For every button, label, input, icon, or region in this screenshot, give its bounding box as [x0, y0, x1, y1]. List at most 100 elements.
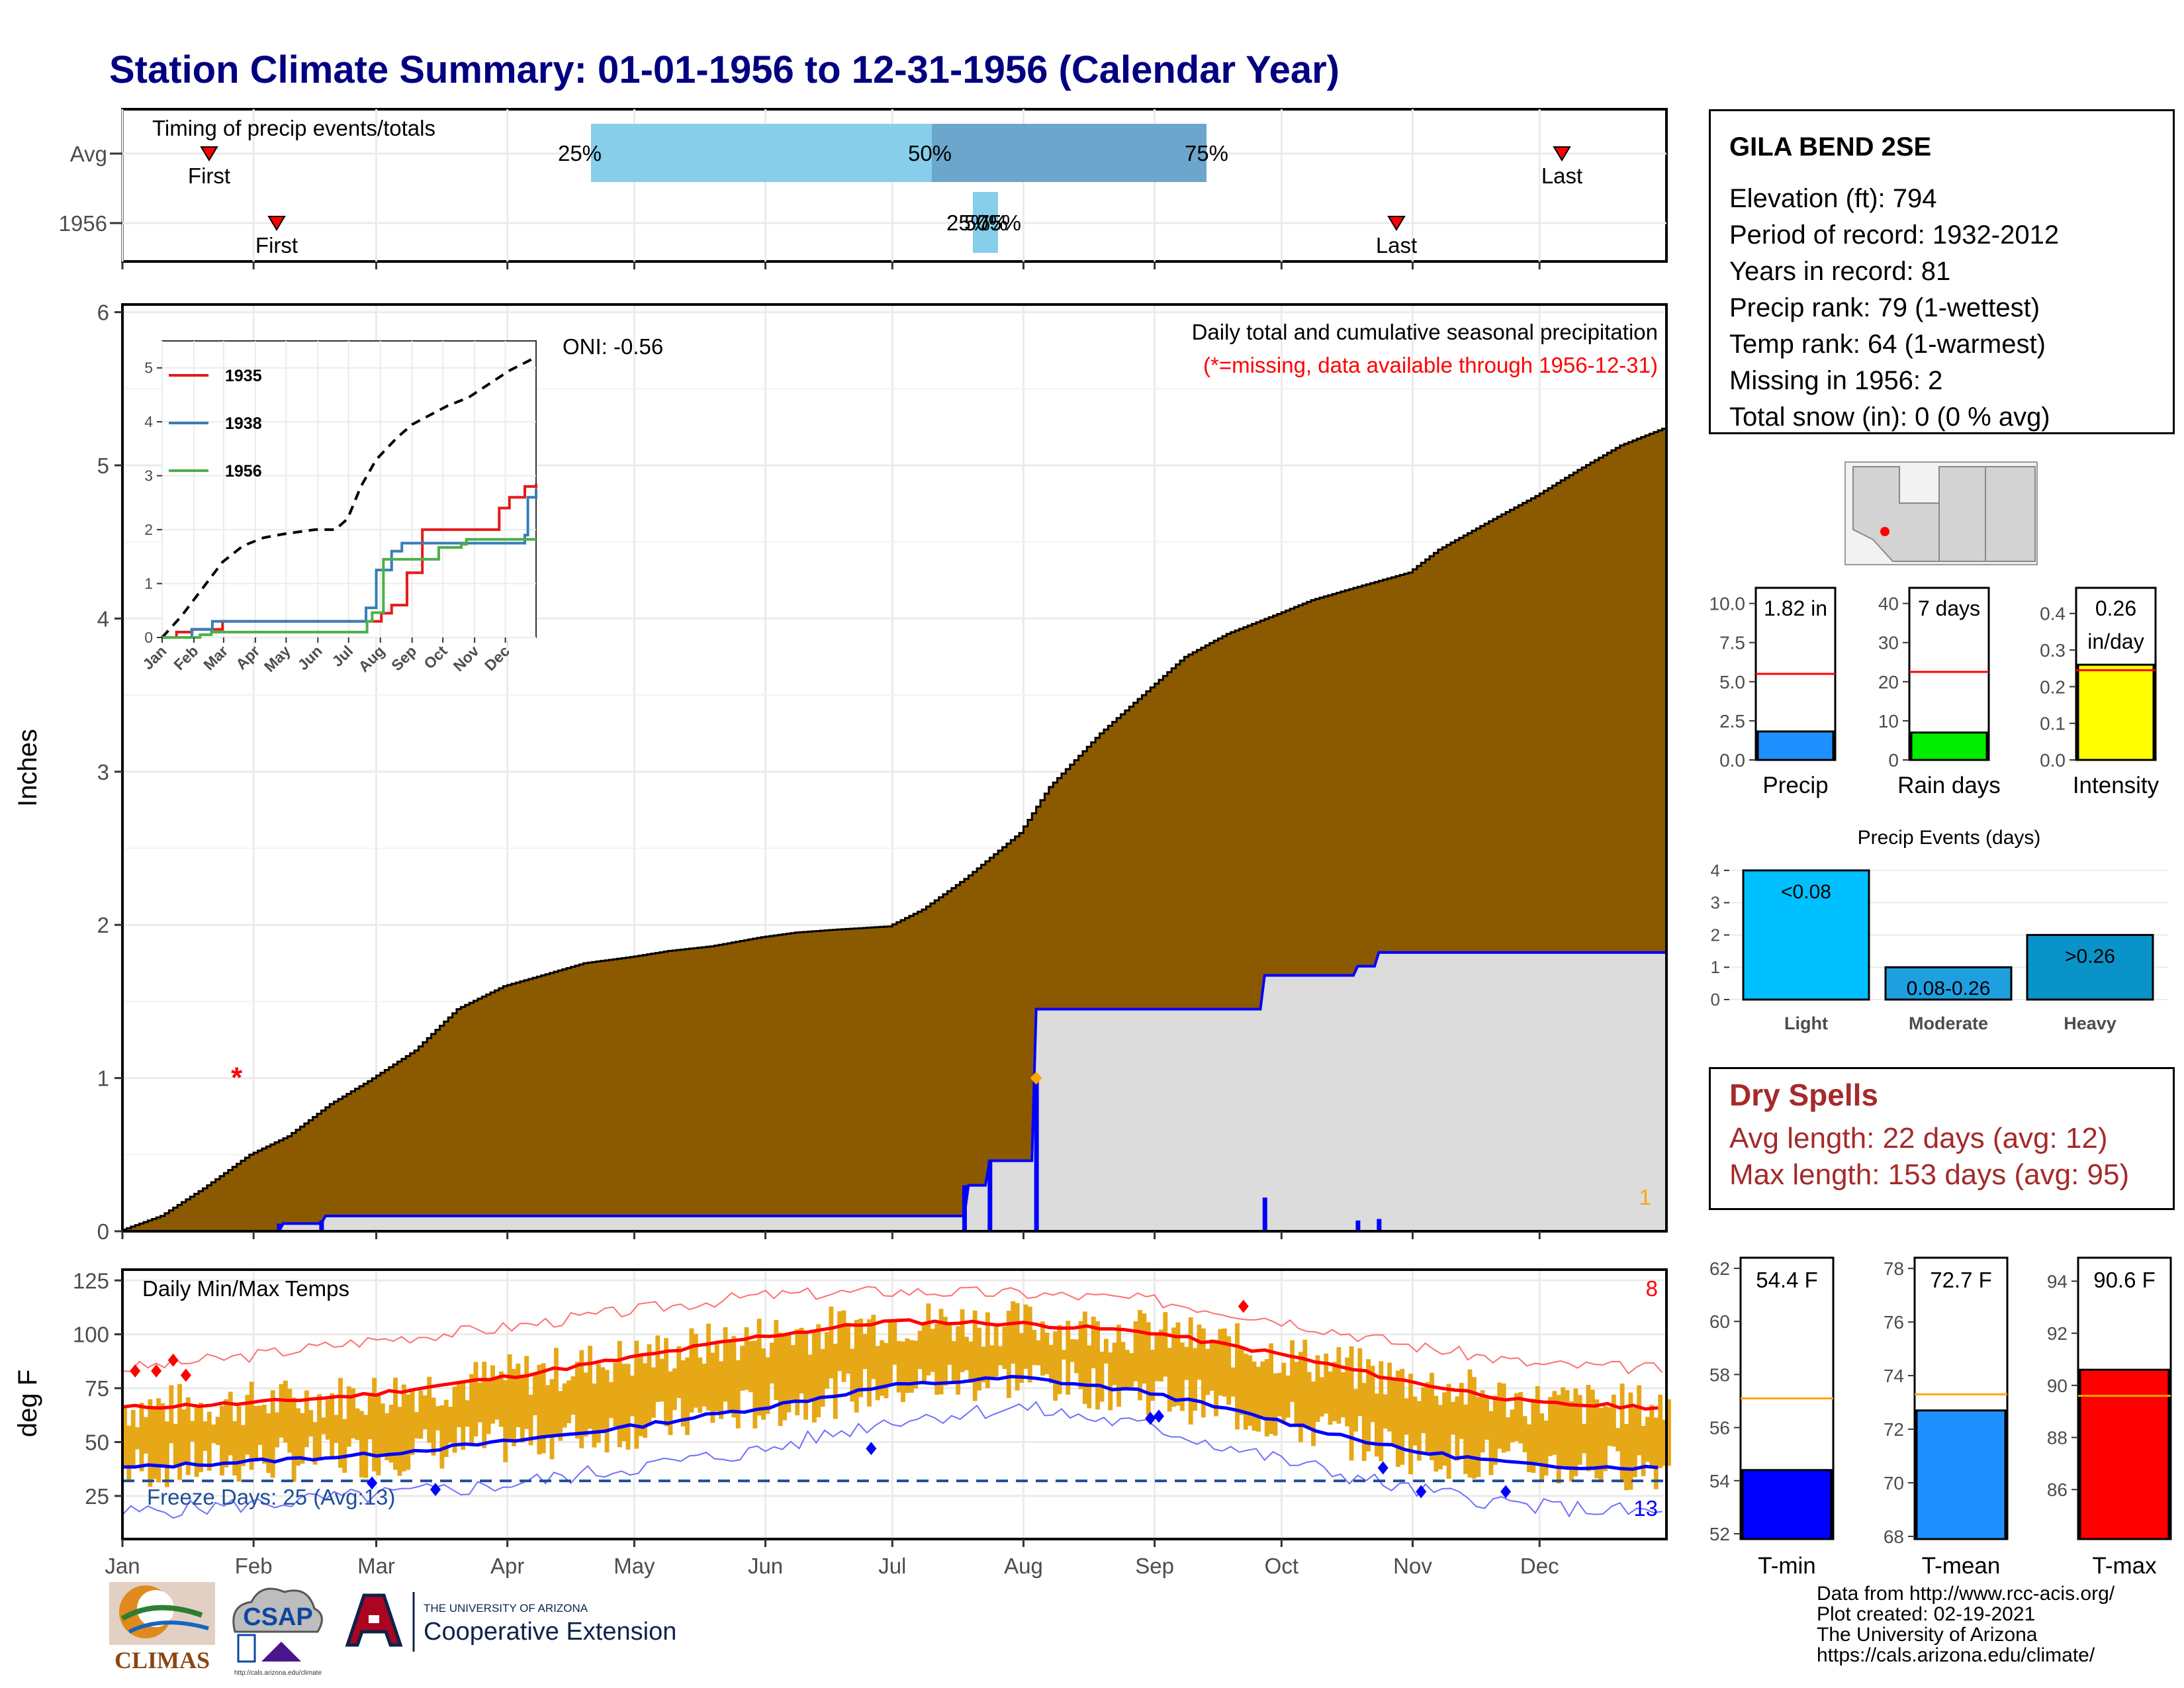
temp-daily-bar	[456, 1381, 461, 1428]
temp-daily-bar	[1158, 1329, 1163, 1382]
temp-daily-bar	[756, 1319, 762, 1416]
precip-daily-bar	[277, 1223, 282, 1231]
temp-daily-bar	[1087, 1345, 1092, 1409]
temp-daily-bar	[1395, 1370, 1400, 1468]
temp-daily-bar	[896, 1340, 901, 1393]
temp-daily-bar	[1171, 1327, 1177, 1407]
temp-daily-bar	[960, 1309, 965, 1372]
summary-bar-0	[1756, 730, 1835, 761]
month-axis-label: Nov	[1393, 1554, 1432, 1578]
temp-daily-bar	[1099, 1351, 1105, 1402]
temp-daily-bar	[799, 1327, 804, 1394]
summary-bar-value-unit: in/day	[2087, 630, 2144, 653]
temp-daily-bar	[1603, 1406, 1608, 1472]
credits: Data from http://www.rcc-acis.org/ Plot …	[1817, 1583, 2115, 1665]
temp-daily-bar	[790, 1345, 796, 1402]
temp-daily-bar	[473, 1362, 478, 1437]
temp-daily-bar	[1641, 1426, 1646, 1476]
temp-y-axis-label: deg F	[13, 1370, 42, 1437]
temp-daily-bar	[570, 1376, 576, 1415]
temp-daily-bar	[1666, 1399, 1671, 1466]
month-axis-label: Oct	[1265, 1554, 1298, 1578]
temp-daily-bar	[680, 1360, 686, 1427]
temp-daily-bar	[1222, 1328, 1227, 1397]
temp-daily-bar	[367, 1393, 373, 1440]
station-info-box: GILA BEND 2SE Elevation (ft): 794 Period…	[1709, 109, 2175, 434]
temp-daily-bar	[803, 1331, 808, 1420]
temp-record-low-marker	[367, 1476, 378, 1490]
temp-daily-bar	[363, 1415, 369, 1478]
temp-daily-bar	[1138, 1309, 1142, 1401]
precip-missing-note: (*=missing, data available through 1956-…	[1203, 353, 1658, 377]
temp-daily-bar	[334, 1415, 339, 1443]
temp-daily-bar	[1556, 1395, 1561, 1484]
inset-y-tick-label: 3	[144, 467, 153, 485]
temp-daily-bar	[744, 1327, 749, 1390]
temp-daily-bar	[1357, 1348, 1363, 1417]
credit-source: Data from http://www.rcc-acis.org/	[1817, 1583, 2115, 1605]
temp-daily-bar	[185, 1397, 191, 1476]
temp-daily-bar	[1311, 1381, 1316, 1446]
temp-daily-bar	[393, 1378, 398, 1470]
temp-summary-label: T-mean	[1922, 1553, 2001, 1579]
temp-daily-bar	[951, 1340, 956, 1382]
dry-spells-max: Max length: 153 days (avg: 95)	[1729, 1158, 2130, 1191]
timing-avg-pct-label: 75%	[1185, 141, 1228, 165]
temp-daily-bar	[1488, 1411, 1494, 1476]
temp-record-high-line	[122, 1286, 1663, 1375]
temp-daily-bar	[892, 1320, 897, 1365]
temp-daily-bar	[498, 1371, 504, 1427]
temp-record-low-marker	[1377, 1461, 1388, 1475]
temp-daily-bar	[621, 1364, 627, 1442]
temp-daily-bar	[1315, 1355, 1320, 1423]
precip-max-marker	[1030, 1071, 1042, 1085]
temp-daily-bar	[1463, 1404, 1469, 1474]
temp-daily-bar	[1281, 1362, 1287, 1421]
month-axis-label: Jun	[748, 1554, 783, 1578]
temp-daily-bar	[553, 1348, 559, 1436]
temp-summary-tick-label: 60	[1709, 1311, 1730, 1332]
precip-y-tick-label: 6	[97, 301, 109, 325]
temp-daily-bar	[1154, 1333, 1160, 1382]
temp-daily-bar	[1243, 1354, 1248, 1430]
temp-daily-bar	[338, 1378, 343, 1468]
temp-daily-bar	[1188, 1317, 1193, 1425]
temp-y-tick-label: 75	[85, 1376, 109, 1401]
temp-daily-bar	[240, 1425, 246, 1466]
temp-daily-bar	[1353, 1389, 1358, 1432]
temp-daily-bar	[317, 1394, 322, 1461]
temp-daily-bar	[829, 1306, 834, 1379]
temp-daily-bar	[469, 1374, 475, 1446]
temp-daily-bar	[1146, 1322, 1151, 1415]
temp-daily-bar	[825, 1332, 829, 1389]
temp-daily-bar	[778, 1333, 783, 1427]
credit-org: The University of Arizona	[1817, 1624, 2038, 1646]
temp-daily-bar	[1150, 1349, 1156, 1401]
inset-y-tick-label: 4	[144, 413, 153, 430]
temp-daily-bar	[625, 1364, 631, 1450]
temp-record-low-marker	[866, 1442, 877, 1456]
temp-daily-bar	[1421, 1387, 1426, 1434]
temp-daily-bar	[1522, 1416, 1527, 1452]
temp-daily-bar	[1328, 1371, 1333, 1425]
temp-daily-bar	[1628, 1392, 1633, 1490]
precip-caption: Daily total and cumulative seasonal prec…	[1192, 320, 1658, 344]
temp-daily-bar	[1290, 1340, 1295, 1402]
temp-daily-bar	[401, 1384, 406, 1472]
precip-daily-bar	[962, 1185, 967, 1231]
temp-daily-bar	[388, 1405, 394, 1463]
temp-daily-bar	[257, 1405, 263, 1445]
temp-daily-bar	[330, 1393, 335, 1459]
temp-daily-bar	[964, 1336, 969, 1370]
temp-daily-bar	[901, 1341, 905, 1403]
precip-daily-bar	[1355, 1220, 1361, 1231]
temp-daily-bar	[567, 1380, 572, 1423]
temp-record-low-line	[122, 1401, 1662, 1519]
temp-daily-bar	[562, 1383, 567, 1428]
month-axis-label: Dec	[1520, 1554, 1559, 1578]
temp-daily-bar	[372, 1378, 377, 1472]
precip-observed-fill	[122, 952, 1666, 1231]
temp-daily-bar	[253, 1405, 259, 1462]
precip-event-bar-label: 0.08-0.26	[1907, 978, 1991, 1000]
temp-daily-bar	[1527, 1424, 1531, 1472]
